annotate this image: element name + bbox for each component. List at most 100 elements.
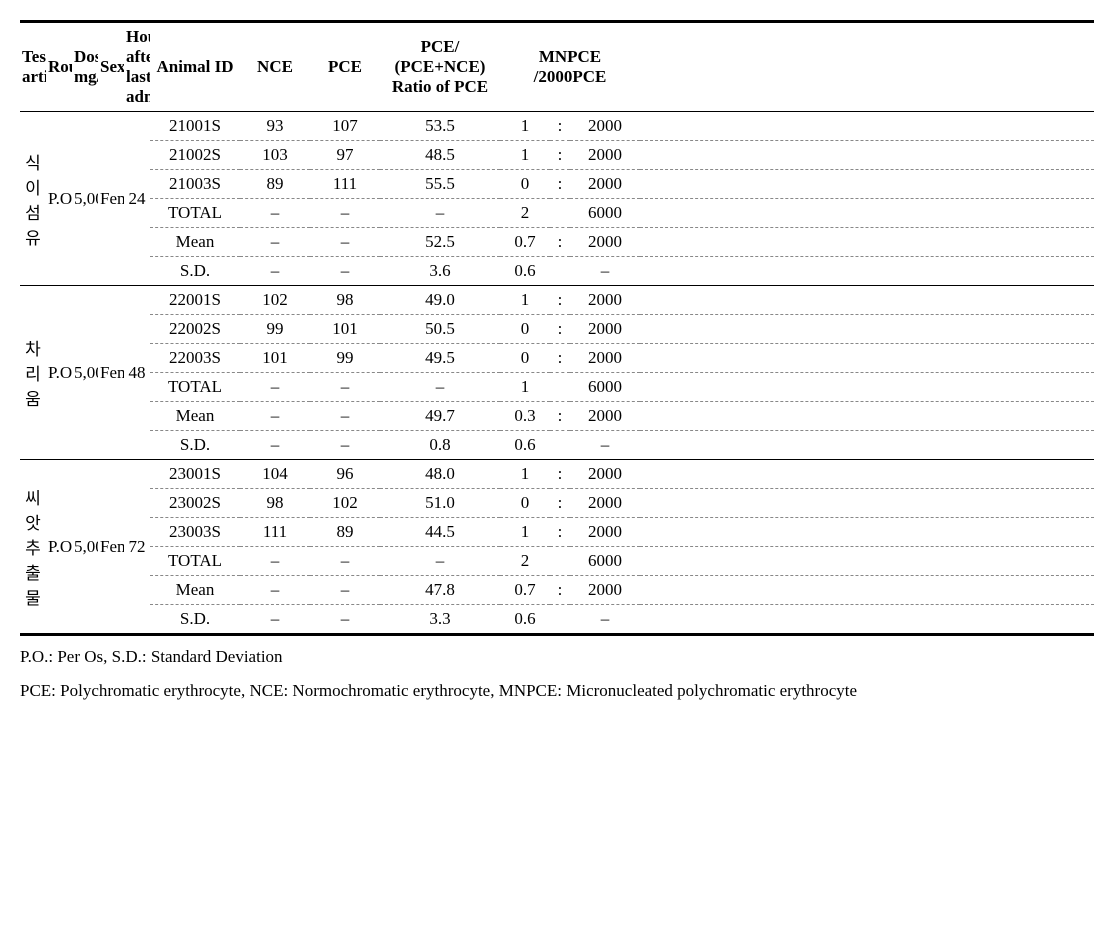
data-cell: 52.5	[380, 228, 500, 257]
data-cell: –	[310, 199, 380, 228]
data-cell: 101	[240, 344, 310, 373]
data-cell: 50.5	[380, 315, 500, 344]
data-cell: 48.0	[380, 460, 500, 489]
data-cell: –	[240, 431, 310, 460]
data-cell: 111	[240, 518, 310, 547]
table-row: Mean––52.50.7:2000	[20, 228, 1094, 257]
data-cell: 51.0	[380, 489, 500, 518]
data-cell	[640, 576, 1094, 605]
data-cell: 101	[310, 315, 380, 344]
data-cell: TOTAL	[150, 547, 240, 576]
data-cell: –	[380, 199, 500, 228]
data-cell: 2	[500, 199, 550, 228]
header-dose: Dose mg/kg	[72, 22, 98, 112]
data-cell	[640, 431, 1094, 460]
table-container: Test article Route Dose mg/kg Sex Hours …	[20, 20, 1094, 708]
header-route: Route	[46, 22, 72, 112]
data-cell: 102	[240, 286, 310, 315]
data-cell: 2000	[570, 576, 640, 605]
table-row: 21002S1039748.51:2000	[20, 141, 1094, 170]
data-cell: 2000	[570, 489, 640, 518]
data-cell: 0.6	[500, 431, 550, 460]
group-cell: 차리움	[20, 286, 46, 460]
data-cell: S.D.	[150, 605, 240, 635]
group-cell: Female	[98, 460, 124, 635]
data-cell: –	[310, 605, 380, 635]
group-cell: P.O.	[46, 460, 72, 635]
data-cell	[550, 431, 570, 460]
data-cell: 104	[240, 460, 310, 489]
data-cell: 2000	[570, 344, 640, 373]
data-cell: 55.5	[380, 170, 500, 199]
data-cell: 1	[500, 460, 550, 489]
data-cell: 22002S	[150, 315, 240, 344]
data-cell: –	[570, 431, 640, 460]
data-cell: :	[550, 315, 570, 344]
table-row: Mean––49.70.3:2000	[20, 402, 1094, 431]
data-cell: 2000	[570, 402, 640, 431]
table-row: S.D.––3.60.6–	[20, 257, 1094, 286]
table-row: TOTAL–––16000	[20, 373, 1094, 402]
data-cell	[550, 199, 570, 228]
data-cell: –	[240, 257, 310, 286]
data-cell: 96	[310, 460, 380, 489]
data-cell: 2000	[570, 112, 640, 141]
data-cell: 49.7	[380, 402, 500, 431]
data-cell: 2000	[570, 141, 640, 170]
table-row: TOTAL–––26000	[20, 547, 1094, 576]
data-cell: –	[570, 605, 640, 635]
data-cell: 93	[240, 112, 310, 141]
data-cell	[550, 257, 570, 286]
header-mnpce: MNPCE /2000PCE	[500, 22, 640, 112]
data-cell: 6000	[570, 199, 640, 228]
data-cell	[640, 402, 1094, 431]
data-cell: 2000	[570, 460, 640, 489]
data-cell: 1	[500, 141, 550, 170]
data-cell	[640, 518, 1094, 547]
data-cell	[640, 141, 1094, 170]
data-cell: TOTAL	[150, 199, 240, 228]
data-cell	[640, 257, 1094, 286]
data-cell: 53.5	[380, 112, 500, 141]
data-cell: 2000	[570, 518, 640, 547]
table-row: Mean––47.80.7:2000	[20, 576, 1094, 605]
data-cell	[640, 228, 1094, 257]
data-cell: –	[240, 228, 310, 257]
table-row: 22003S1019949.50:2000	[20, 344, 1094, 373]
data-cell	[640, 170, 1094, 199]
data-cell	[640, 344, 1094, 373]
data-cell: 21003S	[150, 170, 240, 199]
data-table: Test article Route Dose mg/kg Sex Hours …	[20, 20, 1094, 636]
header-sex: Sex	[98, 22, 124, 112]
group-cell: 5,000	[72, 286, 98, 460]
data-cell: –	[310, 228, 380, 257]
data-cell	[640, 547, 1094, 576]
group-cell: P.O.	[46, 112, 72, 286]
data-cell: Mean	[150, 228, 240, 257]
data-cell: S.D.	[150, 431, 240, 460]
data-cell: 23002S	[150, 489, 240, 518]
data-cell: 2	[500, 547, 550, 576]
data-cell: –	[310, 576, 380, 605]
data-cell: 98	[240, 489, 310, 518]
data-cell: :	[550, 576, 570, 605]
table-row: 21003S8911155.50:2000	[20, 170, 1094, 199]
header-pce: PCE	[310, 22, 380, 112]
group-cell: 씨앗추출물	[20, 460, 46, 635]
header-test-article: Test article	[20, 22, 46, 112]
data-cell: 0.3	[500, 402, 550, 431]
data-cell: 1	[500, 286, 550, 315]
table-row: 22002S9910150.50:2000	[20, 315, 1094, 344]
data-cell: Mean	[150, 402, 240, 431]
data-cell: 21002S	[150, 141, 240, 170]
table-row: 씨앗추출물P.O.5,000Female7223001S1049648.01:2…	[20, 460, 1094, 489]
data-cell: :	[550, 170, 570, 199]
data-cell: 44.5	[380, 518, 500, 547]
data-cell: 0.6	[500, 605, 550, 635]
table-row: 23002S9810251.00:2000	[20, 489, 1094, 518]
group-cell: 5,000	[72, 460, 98, 635]
data-cell: 2000	[570, 286, 640, 315]
data-cell	[550, 373, 570, 402]
data-cell: :	[550, 460, 570, 489]
data-cell	[640, 315, 1094, 344]
